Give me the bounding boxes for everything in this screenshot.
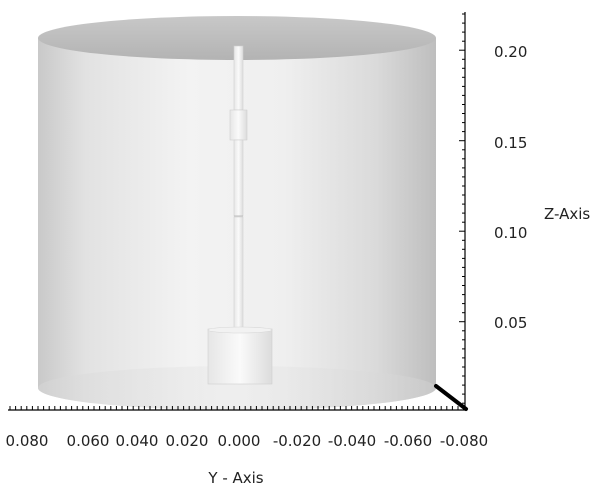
vessel-bottom — [38, 366, 436, 410]
z-axis-ticks — [459, 13, 465, 404]
shaft-middle — [233, 139, 244, 217]
shaft-upper — [233, 45, 244, 111]
z-tick-label: 0.20 — [494, 43, 528, 61]
x-axis-indicator — [434, 384, 468, 411]
y-tick-label: -0.020 — [272, 432, 322, 450]
impeller-assembly — [207, 45, 273, 385]
y-tick-label: 0.000 — [217, 432, 261, 450]
z-axis — [459, 12, 466, 410]
vessel-top-rim — [38, 16, 436, 60]
impeller-hub — [207, 328, 273, 385]
shaft-lower — [233, 216, 244, 330]
z-tick-label: 0.05 — [494, 314, 528, 332]
shaft-coupling-upper — [229, 109, 248, 141]
y-tick-label: 0.060 — [66, 432, 110, 450]
z-axis-title: Z-Axis — [544, 205, 591, 223]
y-tick-label: 0.040 — [115, 432, 159, 450]
y-tick-label: -0.040 — [327, 432, 377, 450]
z-tick-label: 0.10 — [494, 224, 528, 242]
y-tick-label: -0.080 — [439, 432, 489, 450]
y-tick-label: 0.080 — [5, 432, 49, 450]
impeller-hub-top — [207, 326, 273, 334]
z-tick-label: 0.15 — [494, 134, 528, 152]
y-tick-label: -0.060 — [383, 432, 433, 450]
y-axis-title: Y - Axis — [208, 469, 264, 487]
y-tick-label: 0.020 — [165, 432, 209, 450]
